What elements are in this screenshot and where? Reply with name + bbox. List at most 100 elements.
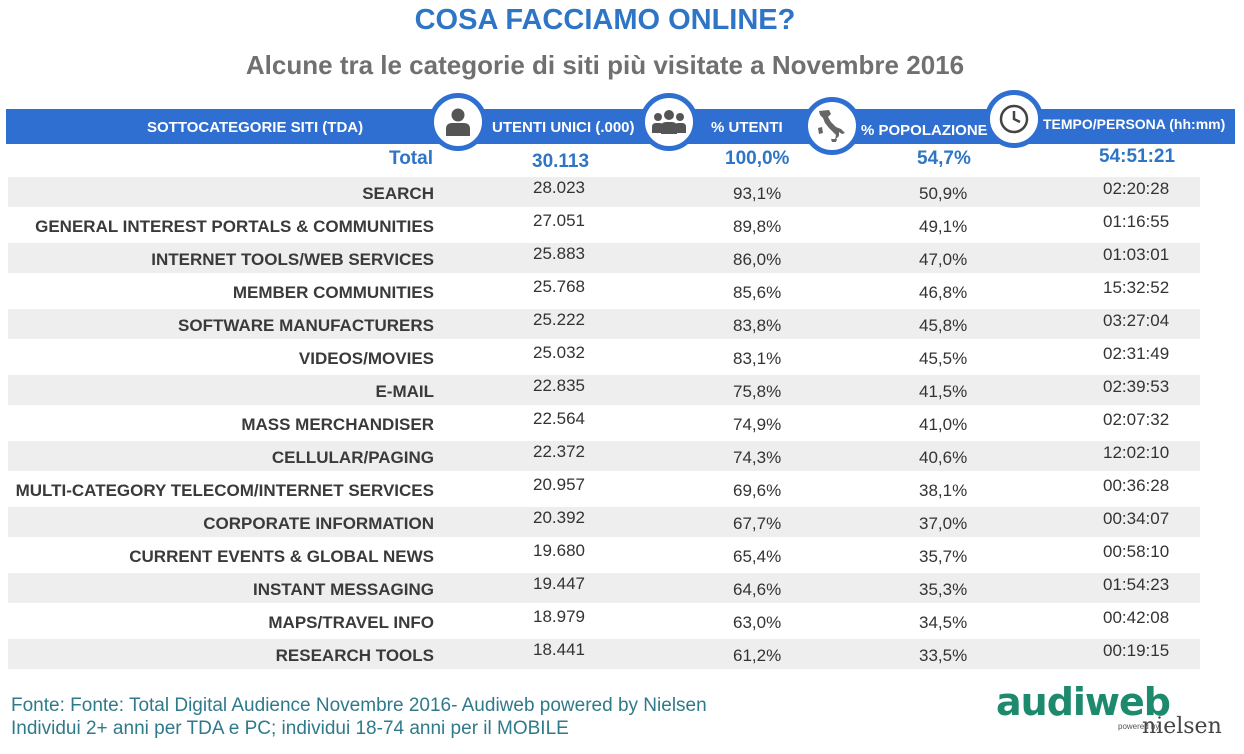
row-time: 00:36:28	[1103, 476, 1170, 495]
table-row: VIDEOS/MOVIES 25.032 83,1% 45,5% 02:31:49	[0, 342, 1244, 375]
row-time: 12:02:10	[1103, 443, 1170, 462]
logo-brand: audiweb	[996, 680, 1171, 724]
table-row: MAPS/TRAVEL INFO 18.979 63,0% 34,5% 00:42:08	[0, 606, 1244, 639]
row-category: INSTANT MESSAGING	[252, 580, 434, 599]
row-time: 00:34:07	[1103, 509, 1170, 528]
table-row: SEARCH 28.023 93,1% 50,9% 02:20:28	[0, 177, 1244, 210]
row-pct-users: 67,7%	[733, 514, 782, 533]
source-note: Fonte: Fonte: Total Digital Audience Nov…	[11, 694, 707, 740]
row-pct-pop: 46,8%	[919, 283, 968, 302]
row-users: 20.957	[533, 475, 585, 494]
table-row: GENERAL INTEREST PORTALS & COMMUNITIES 27…	[0, 210, 1244, 243]
row-pct-users: 65,4%	[733, 547, 782, 566]
total-users: 30.113	[532, 151, 590, 172]
row-time: 01:16:55	[1103, 212, 1170, 231]
row-pct-users: 83,1%	[733, 349, 782, 368]
table-row: SOFTWARE MANUFACTURERS 25.222 83,8% 45,8% 03…	[0, 309, 1244, 342]
row-category: RESEARCH TOOLS	[275, 646, 434, 665]
table-row: E-MAIL 22.835 75,8% 41,5% 02:39:53	[0, 375, 1244, 408]
table-row: CORPORATE INFORMATION 20.392 67,7% 37,0% 00:…	[0, 507, 1244, 540]
row-pct-users: 83,8%	[733, 316, 782, 335]
row-category: SEARCH	[362, 184, 434, 203]
row-pct-users: 69,6%	[733, 481, 782, 500]
row-category: MASS MERCHANDISER	[241, 415, 434, 434]
row-users: 19.680	[533, 541, 585, 560]
row-pct-users: 74,3%	[733, 448, 782, 467]
table-row: MEMBER COMMUNITIES 25.768 85,6% 46,8% 15:32:…	[0, 276, 1244, 309]
italy-map-icon	[803, 97, 861, 155]
row-users: 28.023	[533, 178, 585, 197]
row-time: 00:58:10	[1103, 542, 1170, 561]
row-pct-users: 86,0%	[733, 250, 782, 269]
row-category: MEMBER COMMUNITIES	[232, 283, 434, 302]
clock-icon	[985, 90, 1043, 148]
row-time: 03:27:04	[1103, 311, 1170, 330]
total-label: Total	[389, 148, 433, 169]
row-pct-pop: 50,9%	[919, 184, 968, 203]
row-pct-pop: 47,0%	[919, 250, 968, 269]
row-pct-pop: 35,7%	[919, 547, 968, 566]
header-category: SOTTOCATEGORIE SITI (TDA)	[147, 119, 364, 136]
table-row: INTERNET TOOLS/WEB SERVICES 25.883 86,0% 47…	[0, 243, 1244, 276]
row-category: CURRENT EVENTS & GLOBAL NEWS	[129, 547, 434, 566]
row-category: MAPS/TRAVEL INFO	[268, 613, 434, 632]
row-users: 22.372	[533, 442, 585, 461]
table-row: MASS MERCHANDISER 22.564 74,9% 41,0% 02:07:3…	[0, 408, 1244, 441]
row-pct-users: 74,9%	[733, 415, 782, 434]
row-users: 27.051	[533, 211, 585, 230]
row-category: INTERNET TOOLS/WEB SERVICES	[151, 250, 434, 269]
row-time: 02:07:32	[1103, 410, 1170, 429]
table-row: MULTI-CATEGORY TELECOM/INTERNET SERVICES…	[0, 474, 1244, 507]
row-pct-pop: 45,8%	[919, 316, 968, 335]
header-pct-users: % UTENTI	[711, 119, 783, 136]
row-users: 19.447	[533, 574, 585, 593]
row-pct-pop: 45,5%	[919, 349, 968, 368]
row-pct-pop: 35,3%	[919, 580, 968, 599]
logo-partner: nielsen	[1142, 714, 1222, 739]
header-pct-pop: % POPOLAZIONE	[861, 122, 988, 139]
row-users: 22.835	[533, 376, 585, 395]
row-pct-users: 75,8%	[733, 382, 782, 401]
row-pct-pop: 41,5%	[919, 382, 968, 401]
row-users: 25.768	[533, 277, 585, 296]
row-users: 20.392	[533, 508, 585, 527]
row-category: MULTI-CATEGORY TELECOM/INTERNET SERVICES	[15, 481, 434, 500]
row-users: 18.441	[533, 640, 585, 659]
data-table: SEARCH 28.023 93,1% 50,9% 02:20:28 GENERAL IN…	[0, 177, 1244, 672]
group-icon	[640, 93, 698, 151]
row-time: 00:42:08	[1103, 608, 1170, 627]
row-pct-users: 93,1%	[733, 184, 782, 203]
source-line-1: Fonte: Fonte: Total Digital Audience Nov…	[11, 695, 707, 716]
row-users: 25.883	[533, 244, 585, 263]
row-pct-pop: 37,0%	[919, 514, 968, 533]
row-pct-users: 89,8%	[733, 217, 782, 236]
row-time: 02:20:28	[1103, 179, 1170, 198]
row-pct-pop: 38,1%	[919, 481, 968, 500]
row-time: 02:31:49	[1103, 344, 1170, 363]
row-category: GENERAL INTEREST PORTALS & COMMUNITIES	[35, 217, 434, 236]
person-icon	[429, 93, 487, 151]
page-subtitle: Alcune tra le categorie di siti più visi…	[245, 50, 965, 80]
source-line-2: Individui 2+ anni per TDA e PC; individu…	[11, 718, 569, 739]
page-title: COSA FACCIAMO ONLINE?	[414, 4, 796, 36]
total-pct-pop: 54,7%	[917, 148, 971, 169]
row-time: 00:19:15	[1103, 641, 1170, 660]
logo-powered: powered by	[1118, 722, 1160, 731]
row-users: 25.222	[533, 310, 585, 329]
row-pct-pop: 41,0%	[919, 415, 968, 434]
row-pct-users: 64,6%	[733, 580, 782, 599]
header-time: TEMPO/PERSONA (hh:mm)	[1043, 116, 1226, 132]
table-row: RESEARCH TOOLS 18.441 61,2% 33,5% 00:19:15	[0, 639, 1244, 672]
row-pct-users: 63,0%	[733, 613, 782, 632]
table-row: CURRENT EVENTS & GLOBAL NEWS 19.680 65,4% 3…	[0, 540, 1244, 573]
row-users: 25.032	[533, 343, 585, 362]
total-time: 54:51:21	[1099, 146, 1176, 167]
row-pct-users: 85,6%	[733, 283, 782, 302]
table-row: INSTANT MESSAGING 19.447 64,6% 35,3% 01:54:2…	[0, 573, 1244, 606]
audiweb-logo: audiweb powered by nielsen	[990, 680, 1230, 746]
row-time: 02:39:53	[1103, 377, 1170, 396]
total-row: Total 30.113 100,0% 54,7% 54:51:21	[0, 146, 1244, 176]
row-category: E-MAIL	[375, 382, 434, 401]
row-time: 01:54:23	[1103, 575, 1170, 594]
row-category: CELLULAR/PAGING	[271, 448, 434, 467]
